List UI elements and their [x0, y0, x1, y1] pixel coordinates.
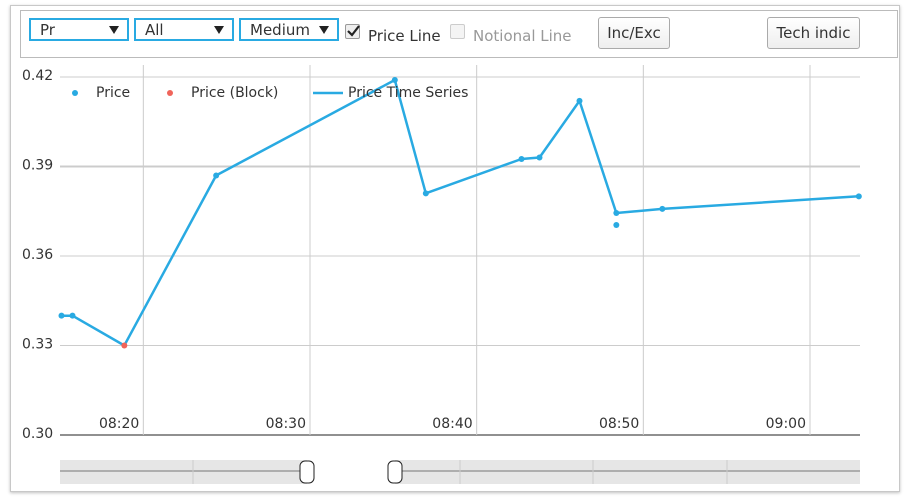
point: [121, 342, 128, 349]
y-tick-label: 0.39: [22, 158, 53, 174]
point: [613, 221, 620, 228]
select[interactable]: All: [134, 18, 234, 41]
point: [58, 312, 65, 319]
navigator: [60, 460, 860, 484]
point: [536, 154, 543, 161]
legend-label: Price (Block): [191, 85, 278, 101]
point: [213, 172, 220, 179]
checkbox[interactable]: [345, 24, 360, 39]
point: [518, 156, 525, 163]
y-tick-label: 0.33: [22, 337, 53, 353]
point: [659, 205, 666, 212]
x-tick-label: 08:30: [266, 416, 306, 432]
x-tick-label: 08:20: [99, 416, 139, 432]
point: [69, 312, 76, 319]
legend-swatch: [72, 90, 78, 96]
navigator-window[interactable]: [307, 460, 395, 484]
select-value: Medium: [250, 21, 310, 39]
point: [422, 190, 429, 197]
point: [613, 210, 620, 217]
checkbox[interactable]: [450, 24, 465, 39]
select-value: Pr: [40, 21, 55, 39]
button[interactable]: Tech indic: [767, 17, 860, 49]
legend-swatch: [167, 90, 173, 96]
price-line: [61, 78, 859, 347]
chart-panel: [10, 5, 900, 492]
point: [576, 97, 583, 104]
y-tick-label: 0.42: [22, 68, 53, 84]
legend-label: Price Time Series: [348, 85, 468, 101]
x-tick-label: 08:50: [599, 416, 639, 432]
legend-label: Price: [96, 85, 130, 101]
select-value: All: [145, 21, 164, 39]
y-tick-label: 0.36: [22, 247, 53, 263]
y-tick-label: 0.30: [22, 426, 53, 442]
button[interactable]: Inc/Exc: [598, 17, 670, 49]
navigator-handle[interactable]: [299, 460, 315, 484]
point: [855, 193, 862, 200]
navigator-handle[interactable]: [387, 460, 403, 484]
check-mark: [347, 25, 360, 37]
select[interactable]: Medium: [239, 18, 339, 41]
checkbox-label[interactable]: Notional Line: [473, 27, 572, 45]
select[interactable]: Pr: [29, 18, 129, 41]
point: [391, 76, 398, 83]
checkbox-label[interactable]: Price Line: [368, 27, 441, 45]
toolbar: [20, 10, 898, 58]
x-tick-label: 09:00: [766, 416, 806, 432]
x-tick-label: 08:40: [432, 416, 472, 432]
